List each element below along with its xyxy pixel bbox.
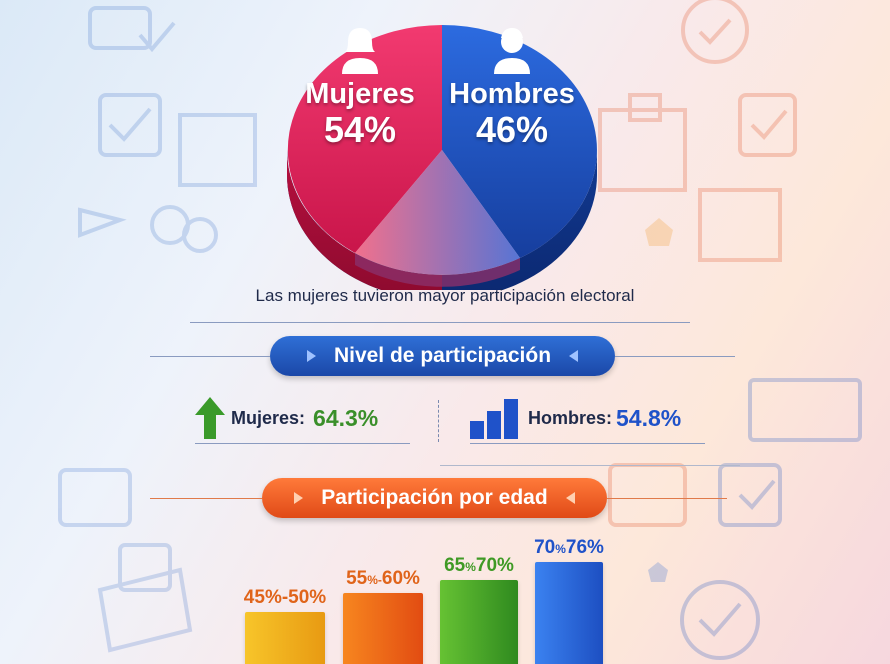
stat-women-label: Mujeres: [231, 407, 306, 428]
divider-mid [440, 465, 740, 466]
arrow-up-icon [195, 397, 225, 439]
card-icon [748, 378, 862, 442]
divider-left [150, 356, 270, 357]
stat-men-value: 54.8% [616, 404, 682, 431]
age-bar-label-3: 65%70% [444, 555, 514, 576]
man-icon [494, 28, 530, 74]
pill-arrow-left-icon [307, 350, 317, 363]
woman-icon [342, 28, 378, 74]
pie-men-value: 46% [475, 109, 549, 150]
participation-heading: Nivel de participación [270, 336, 615, 376]
pill-arrow-left-icon-2 [294, 492, 304, 505]
age-bar-label-2: 55%-60% [346, 568, 420, 589]
pie-slice-women [287, 25, 442, 253]
age-bar-4 [535, 562, 603, 664]
badge-icon [680, 580, 760, 660]
divider-right [615, 356, 735, 357]
age-bar-1 [245, 612, 325, 664]
divider-right-2 [607, 498, 727, 499]
participation-heading-text: Nivel de participación [333, 344, 552, 367]
divider-stat-men [470, 443, 705, 444]
pie-women-value: 54% [323, 109, 397, 150]
stat-men: Hombres: 54.8% [470, 393, 681, 443]
pie-chart: Mujeres 54% Hombres 46% [0, 0, 890, 290]
stat-women: Mujeres: 64.3% [195, 393, 378, 443]
age-bar-label-4: 70%76% [534, 537, 604, 558]
paper-icon [97, 567, 193, 653]
stat-men-label: Hombres: [528, 407, 613, 428]
bar-chart-icon [470, 399, 518, 439]
pie-label-men: Hombres 46% [448, 28, 576, 150]
age-heading: Participación por edad [262, 478, 607, 518]
pie-men-label: Hombres [449, 78, 575, 110]
pie-side-women [287, 150, 442, 290]
stat-women-value: 64.3% [313, 404, 379, 431]
pie-slice-center [355, 150, 520, 275]
pie-label-women: Mujeres 54% [300, 28, 420, 150]
document-icon [58, 468, 132, 527]
age-bar-label-1: 45%-50% [243, 587, 327, 608]
age-bar-2 [343, 593, 423, 664]
stat-separator [438, 400, 439, 442]
divider-stat-women [195, 443, 410, 444]
pie-slice-men [442, 25, 597, 258]
divider-top [190, 322, 690, 323]
pie-women-label: Mujeres [305, 78, 415, 110]
pie-svg [287, 25, 597, 290]
divider-left-2 [150, 498, 262, 499]
age-bar-3 [440, 580, 518, 664]
age-heading-text: Participación por edad [321, 486, 548, 509]
pill-arrow-right-icon-2 [565, 492, 575, 505]
pill-arrow-right-icon [568, 350, 578, 363]
chart-subtitle: Las mujeres tuvieron mayor participación… [255, 286, 635, 305]
